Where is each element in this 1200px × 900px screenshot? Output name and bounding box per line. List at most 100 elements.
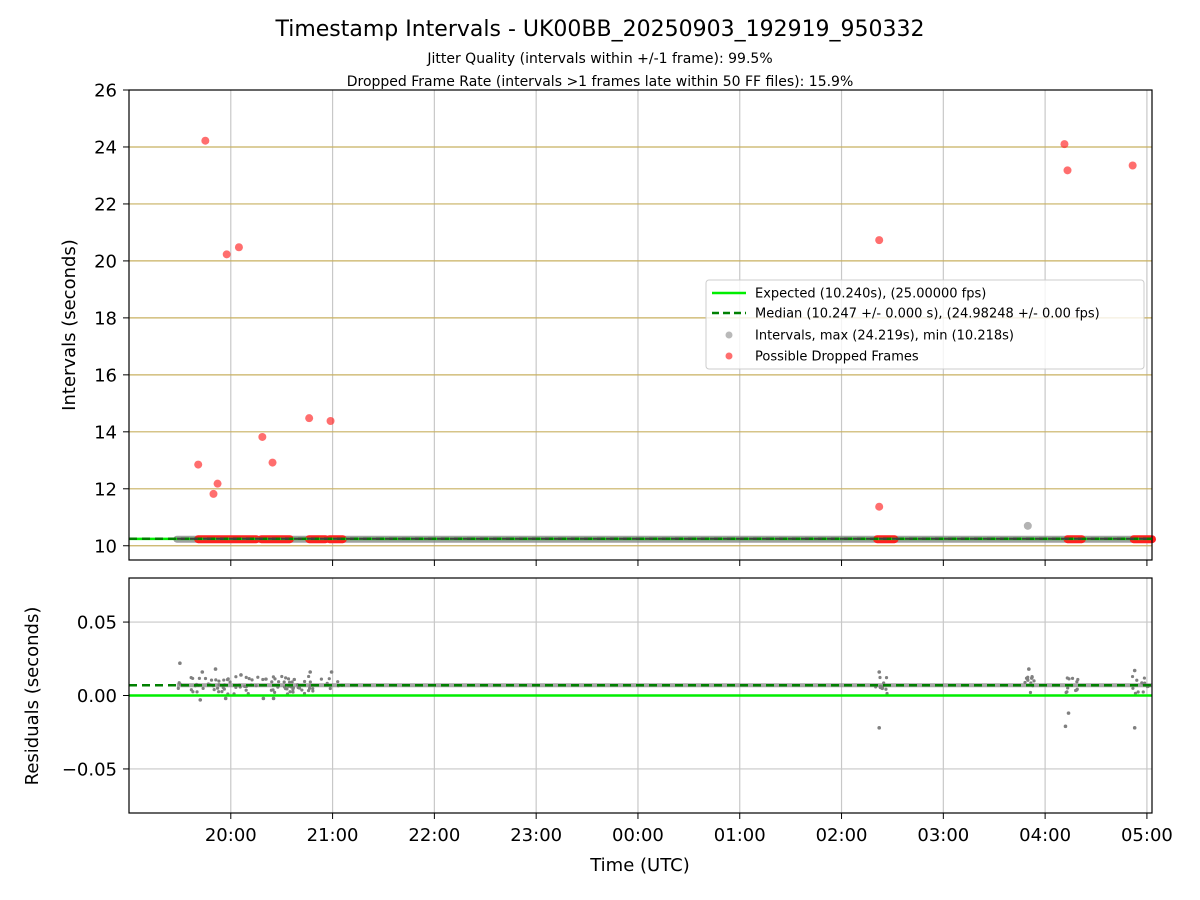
legend-dropped-swatch <box>725 352 733 360</box>
residual-point-0-36 <box>277 680 281 684</box>
bottom-xtick-label-00:00: 00:00 <box>612 825 664 846</box>
residual-outlier-1 <box>198 698 203 702</box>
residual-point-0-19 <box>300 688 304 692</box>
residual-point-0-76 <box>254 683 258 688</box>
residual-point-0-16 <box>201 686 205 691</box>
bottom-ytick-label-2: −0.05 <box>62 759 117 780</box>
residual-point-0-50 <box>270 680 274 684</box>
residual-point-2-9 <box>1023 680 1027 685</box>
residual-outlier-4 <box>261 696 266 701</box>
residual-point-0-87 <box>234 675 238 679</box>
residual-point-2-1 <box>1026 675 1030 679</box>
residual-point-0-32 <box>222 687 226 691</box>
residual-outlier-2 <box>213 667 218 671</box>
bottom-xtick-label-23:00: 23:00 <box>510 825 562 846</box>
bottom-ytick-label-1: 0.00 <box>77 686 117 707</box>
bottom-xtick-label-05:00: 05:00 <box>1121 825 1173 846</box>
residual-outlier-13 <box>1132 668 1137 673</box>
residual-point-0-30 <box>217 690 221 694</box>
residual-point-1-5 <box>884 676 889 680</box>
residual-outlier-5 <box>271 696 276 701</box>
residual-outlier-12 <box>1066 711 1071 715</box>
top-ytick-label-24: 24 <box>94 137 117 158</box>
top-plot-y-axis: 10 12 14 16 18 20 22 24 26 <box>94 81 129 557</box>
residual-point-3-0 <box>1070 676 1075 680</box>
residual-point-0-88 <box>212 688 216 692</box>
residual-point-0-91 <box>225 677 230 682</box>
legend-dropped-label: Possible Dropped Frames <box>755 350 919 365</box>
bottom-plot-marks <box>129 661 1152 730</box>
residual-point-4-8 <box>1136 690 1140 694</box>
residual-point-3-4 <box>1067 677 1071 681</box>
residual-outlier-10 <box>1027 667 1031 671</box>
residual-outlier-9 <box>877 726 881 730</box>
residual-point-1-7 <box>884 687 888 691</box>
dropped-frame-point-8 <box>305 414 314 423</box>
residual-point-0-94 <box>290 680 294 684</box>
dropped-frame-point-11 <box>875 502 884 511</box>
dropped-frame-point-0 <box>194 460 203 469</box>
residual-point-0-65 <box>284 676 288 680</box>
legend-median-label: Median (10.247 +/- 0.000 s), (24.98248 +… <box>755 307 1100 322</box>
bottom-xtick-label-22:00: 22:00 <box>408 825 460 846</box>
residual-point-0-58 <box>292 677 296 682</box>
residual-outlier-11 <box>1063 724 1068 729</box>
residual-point-3-8 <box>1075 688 1079 692</box>
residual-point-0-66 <box>288 690 292 694</box>
top-ytick-label-16: 16 <box>94 365 117 386</box>
residual-point-0-39 <box>285 687 289 691</box>
residual-point-4-3 <box>1135 678 1139 682</box>
residual-point-4-1 <box>1142 676 1146 680</box>
residual-point-2-10 <box>1026 677 1030 682</box>
residual-point-0-1 <box>280 674 284 679</box>
legend-box <box>705 279 1145 370</box>
residual-outlier-3 <box>223 696 228 701</box>
residual-point-2-7 <box>1028 690 1033 695</box>
residual-point-0-3 <box>203 676 208 681</box>
residual-point-0-70 <box>234 685 238 689</box>
residual-point-0-34 <box>308 683 312 688</box>
residual-point-0-73 <box>336 680 340 684</box>
residual-point-0-55 <box>214 678 218 682</box>
bottom-xtick-label-21:00: 21:00 <box>307 825 359 846</box>
dropped-frame-point-13 <box>1063 166 1072 175</box>
residual-outlier-15 <box>200 670 205 674</box>
residual-point-0-45 <box>308 680 312 684</box>
residual-point-0-28 <box>244 675 248 679</box>
residual-outlier-0 <box>178 661 182 665</box>
dropped-frame-point-5 <box>234 243 243 252</box>
residual-outlier-8 <box>877 670 881 674</box>
residual-point-0-56 <box>243 684 247 689</box>
residual-point-1-9 <box>878 675 882 680</box>
top-ytick-label-26: 26 <box>94 81 117 102</box>
figure-title: Timestamp Intervals - UK00BB_20250903_19… <box>274 17 924 42</box>
residual-point-0-53 <box>250 678 254 682</box>
dropped-frame-point-12 <box>1060 140 1069 149</box>
bottom-xtick-label-01:00: 01:00 <box>714 825 766 846</box>
residual-point-0-49 <box>286 677 291 681</box>
residual-point-0-43 <box>177 681 181 685</box>
residual-point-0-77 <box>197 676 201 680</box>
residual-outlier-16 <box>239 673 243 677</box>
residual-point-3-10 <box>1066 686 1070 690</box>
residual-point-0-67 <box>269 688 273 692</box>
dropped-frame-point-9 <box>326 416 335 425</box>
residual-point-0-75 <box>307 686 312 690</box>
dropped-frame-point-1 <box>201 136 210 145</box>
top-plot-marks <box>129 136 1156 544</box>
dropped-frame-point-4 <box>222 250 231 259</box>
residual-point-0-90 <box>217 679 221 683</box>
bottom-plot-y-axis: 0.05 0.00 −0.05 <box>62 613 129 780</box>
residual-point-0-21 <box>311 687 315 691</box>
dropped-frame-point-2 <box>209 489 218 498</box>
dropped-frame-point-3 <box>213 479 222 488</box>
top-ytick-label-14: 14 <box>94 422 117 443</box>
dropped-frame-point-6 <box>258 432 267 441</box>
residual-point-0-86 <box>191 676 195 681</box>
residual-outlier-14 <box>1132 726 1137 730</box>
legend-expected-label: Expected (10.240s), (25.00000 fps) <box>755 287 986 302</box>
top-plot-frame <box>128 89 1153 561</box>
residual-point-2-6 <box>1029 681 1033 685</box>
legend-intervals-swatch <box>725 331 733 339</box>
residual-point-2-11 <box>1030 675 1034 679</box>
